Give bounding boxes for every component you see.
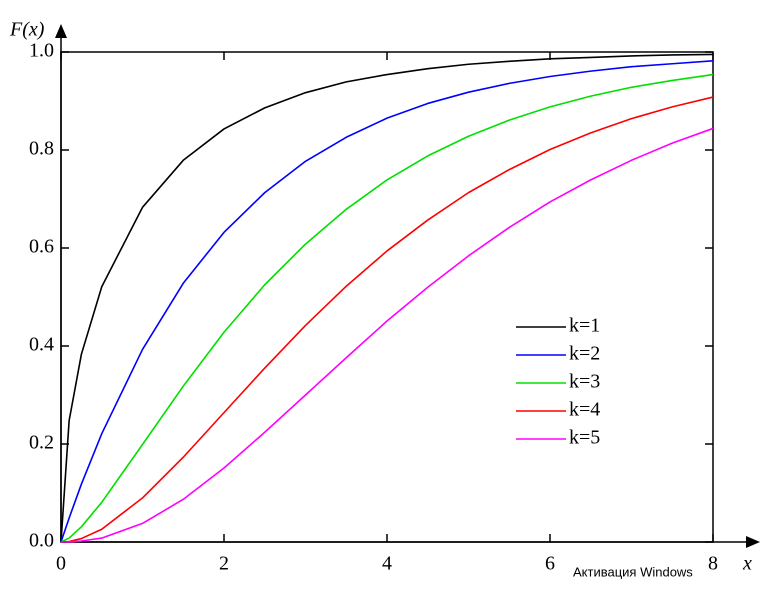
y-tick-label: 0.6 xyxy=(29,236,54,258)
y-tick-label: 0.8 xyxy=(29,138,54,160)
y-tick-label: 1.0 xyxy=(29,40,54,62)
y-tick-label: 0.0 xyxy=(29,530,54,552)
x-tick-label: 2 xyxy=(219,553,229,575)
legend-label: k=4 xyxy=(569,399,600,421)
y-tick-label: 0.4 xyxy=(29,334,54,356)
legend-label: k=2 xyxy=(569,343,600,365)
plot-frame xyxy=(60,51,714,543)
line-series xyxy=(60,96,714,543)
legend-label: k=5 xyxy=(569,427,600,449)
line-series xyxy=(60,73,714,543)
legend-label: k=1 xyxy=(569,315,600,337)
line-series xyxy=(60,60,714,543)
x-axis-label: x xyxy=(742,553,752,575)
y-arrow xyxy=(55,24,67,38)
watermark: Активация Windows xyxy=(573,564,693,579)
line-series xyxy=(60,127,714,543)
x-tick-label: 0 xyxy=(56,553,66,575)
legend-label: k=3 xyxy=(569,371,600,393)
x-tick-label: 8 xyxy=(708,553,718,575)
y-tick-label: 0.2 xyxy=(29,432,54,454)
x-tick-label: 6 xyxy=(545,553,555,575)
y-axis-label: F(x) xyxy=(9,19,45,41)
x-arrow xyxy=(746,536,760,548)
x-tick-label: 4 xyxy=(382,553,392,575)
line-series xyxy=(60,53,714,543)
